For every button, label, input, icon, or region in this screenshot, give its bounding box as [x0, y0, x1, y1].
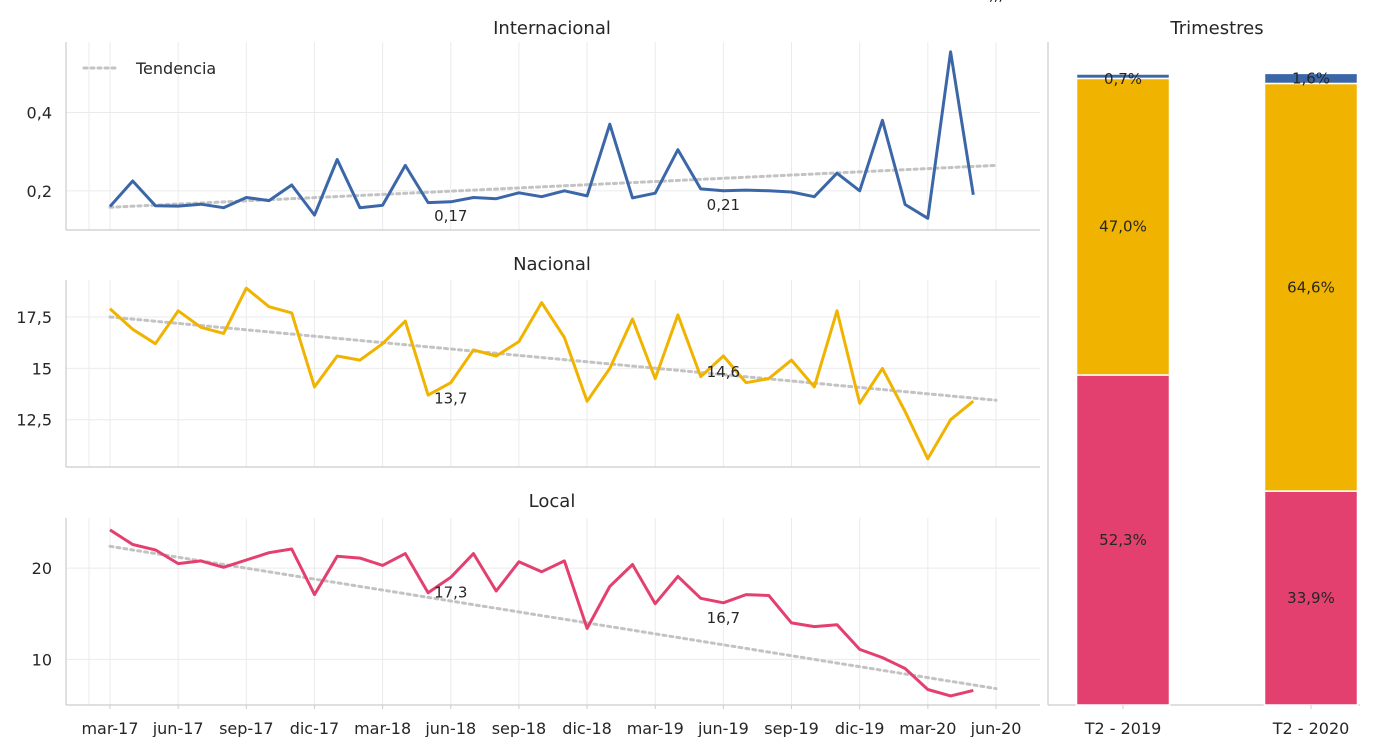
trend-line — [108, 315, 998, 402]
x-tick-label: mar-20 — [899, 719, 956, 737]
bar-segment — [1075, 77, 1171, 376]
bar-segment-label: 0,7% — [1104, 70, 1142, 88]
bar-segment-label: 47,0% — [1099, 218, 1147, 236]
x-tick-label: jun-17 — [152, 719, 204, 737]
data-label: 17,3 — [434, 583, 467, 601]
bar-segment — [1075, 374, 1171, 706]
y-tick-label: 15 — [32, 359, 52, 378]
bar-segment — [1263, 82, 1359, 492]
x-tick-label: sep-19 — [764, 719, 818, 737]
data-label: 14,6 — [707, 363, 740, 381]
x-tick-label: sep-18 — [492, 719, 546, 737]
panel-title: Local — [529, 491, 576, 512]
bar-segment-label: 52,3% — [1099, 531, 1147, 549]
bar-segment — [1075, 73, 1171, 80]
data-label: 0,17 — [434, 207, 467, 225]
bar-segment-label: 1,6% — [1292, 69, 1330, 87]
bar-category-label: T2 - 2020 — [1272, 719, 1350, 737]
y-tick-label: 0,4 — [27, 104, 52, 123]
y-tick-label: 0,2 — [27, 182, 52, 201]
bar-segment-label: 64,6% — [1287, 278, 1335, 296]
data-label: 13,4 — [979, 0, 1012, 4]
series-line — [109, 528, 974, 698]
bar-category-label: T2 - 2019 — [1084, 719, 1162, 737]
bar-segment — [1263, 72, 1359, 85]
trend-line — [108, 544, 998, 691]
panel-title: Internacional — [493, 18, 611, 39]
x-tick-label: dic-18 — [562, 719, 612, 737]
y-tick-label: 10 — [32, 650, 52, 669]
x-tick-label: mar-17 — [81, 719, 138, 737]
y-tick-label: 20 — [32, 559, 52, 578]
legend-label: Tendencia — [135, 59, 216, 78]
x-tick-label: mar-19 — [627, 719, 684, 737]
data-label: 16,7 — [707, 609, 740, 627]
x-tick-label: jun-20 — [970, 719, 1022, 737]
x-tick-label: jun-18 — [424, 719, 476, 737]
x-tick-label: jun-19 — [697, 719, 749, 737]
bar-segment-label: 33,9% — [1287, 589, 1335, 607]
x-tick-label: mar-18 — [354, 719, 411, 737]
y-tick-label: 12,5 — [16, 411, 52, 430]
series-line — [108, 50, 975, 220]
panel-title: Nacional — [513, 254, 591, 275]
y-tick-label: 17,5 — [16, 308, 52, 327]
x-tick-label: dic-17 — [290, 719, 340, 737]
series-line — [108, 286, 975, 461]
data-label: 13,7 — [434, 390, 467, 408]
x-tick-label: dic-19 — [835, 719, 885, 737]
x-tick-label: sep-17 — [219, 719, 273, 737]
trend-line — [108, 163, 998, 209]
data-label: 6,6 — [984, 0, 1008, 4]
data-label: 0,19 — [979, 0, 1012, 4]
data-label: 0,21 — [707, 196, 740, 214]
bar-chart-title: Trimestres — [1169, 18, 1263, 39]
